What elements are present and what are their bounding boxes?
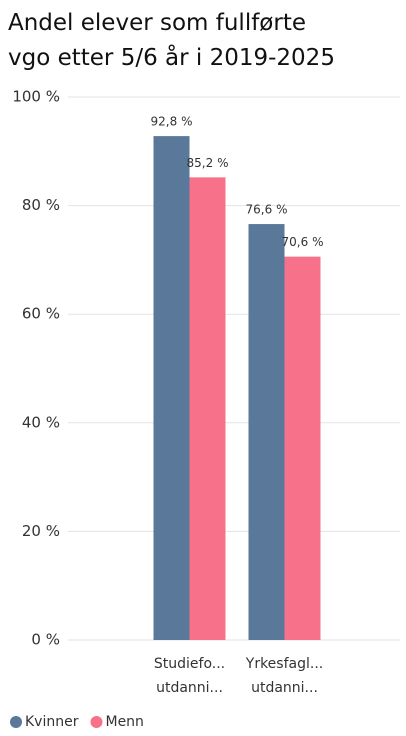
legend-label: Kvinner — [25, 714, 79, 730]
value-label: 70,6 % — [282, 235, 324, 249]
y-tick-label: 40 % — [22, 413, 60, 431]
legend-marker — [10, 716, 22, 728]
x-tick-label: Studiefo... utdanni... — [153, 656, 226, 696]
value-label: 76,6 % — [246, 203, 288, 217]
value-label: 92,8 % — [151, 115, 193, 129]
bar — [189, 177, 226, 640]
y-tick-label: 100 % — [12, 88, 60, 106]
y-tick-label: 0 % — [31, 631, 60, 649]
value-label: 85,2 % — [187, 156, 229, 170]
bar — [248, 224, 285, 640]
y-tick-label: 20 % — [22, 522, 60, 540]
bar — [284, 256, 321, 640]
x-tick-label: Yrkesfagl... utdanni... — [245, 656, 324, 696]
y-tick-label: 80 % — [22, 196, 60, 214]
legend-marker — [90, 716, 103, 728]
chart-title: Andel elever som fullførte vgo etter 5/6… — [8, 10, 335, 71]
legend-label: Menn — [105, 714, 143, 730]
y-tick-label: 60 % — [22, 305, 60, 323]
bar — [153, 136, 190, 640]
